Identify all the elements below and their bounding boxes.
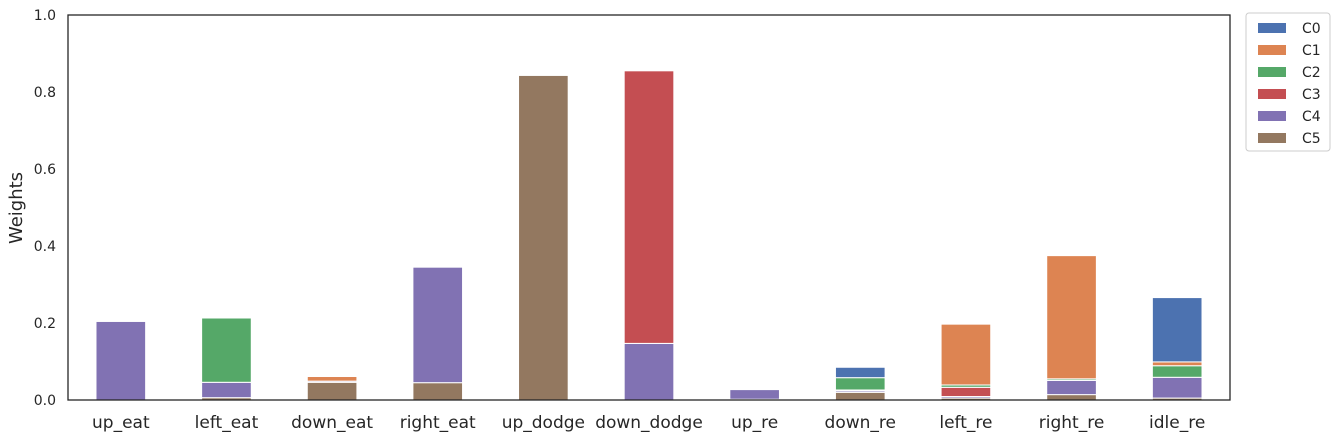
legend-swatch-c2 bbox=[1258, 67, 1286, 77]
bar-segment-c5-right-re bbox=[1046, 394, 1097, 401]
legend-swatch-c1 bbox=[1258, 45, 1286, 55]
legend-label-c5: C5 bbox=[1302, 131, 1321, 147]
x-tick-label-left-eat: left_eat bbox=[195, 413, 259, 433]
y-tick-label: 0.0 bbox=[34, 393, 56, 409]
legend-swatch-c5 bbox=[1258, 133, 1286, 143]
y-tick-label: 0.6 bbox=[34, 162, 56, 178]
bar-segment-c0-down-re bbox=[834, 366, 886, 379]
bar-segment-c2-down-re bbox=[834, 377, 886, 391]
bar-segment-c5-up-dodge bbox=[518, 74, 569, 401]
bar-segment-c3-left-re bbox=[940, 386, 992, 398]
bar-segment-c1-idle-re bbox=[1151, 361, 1203, 367]
x-tick-label-down-eat: down_eat bbox=[291, 413, 373, 433]
bar-segment-c4-up-re bbox=[729, 389, 780, 400]
bar-segment-c5-down-eat bbox=[306, 381, 358, 401]
legend-swatch-c4 bbox=[1258, 111, 1286, 121]
bar-segment-c2-idle-re bbox=[1151, 365, 1203, 378]
x-tick-label-right-re: right_re bbox=[1039, 413, 1105, 433]
x-tick-label-up-re: up_re bbox=[731, 413, 778, 433]
bar-segment-c4-idle-re bbox=[1151, 376, 1203, 399]
x-tick-label-up-eat: up_eat bbox=[92, 413, 150, 433]
y-axis-label: Weights bbox=[6, 172, 27, 244]
x-tick-label-idle-re: idle_re bbox=[1149, 413, 1205, 433]
y-tick-labels: 0.0 0.2 0.4 0.6 0.8 1.0 bbox=[34, 8, 56, 409]
bar-segment-c4-left-eat bbox=[201, 381, 252, 399]
bar-segment-c4-right-re bbox=[1046, 379, 1097, 396]
bar-segment-c2-left-eat bbox=[201, 317, 252, 383]
x-tick-label-down-re: down_re bbox=[825, 413, 896, 433]
y-tick-label: 0.8 bbox=[34, 85, 56, 101]
bars-group bbox=[95, 70, 1203, 401]
bar-segment-c5-right-eat bbox=[412, 382, 464, 401]
bar-segment-c1-right-re bbox=[1046, 255, 1097, 380]
legend: C0 C1 C2 C3 C4 C5 bbox=[1245, 12, 1331, 152]
legend-swatch-c3 bbox=[1258, 89, 1286, 99]
legend-label-c1: C1 bbox=[1302, 43, 1321, 59]
bar-segment-c4-up-eat bbox=[95, 320, 147, 401]
plot-frame bbox=[67, 14, 1231, 401]
legend-label-c2: C2 bbox=[1302, 65, 1321, 81]
bar-segment-c1-down-eat bbox=[306, 376, 358, 382]
y-tick-label: 0.2 bbox=[34, 316, 56, 332]
y-tick-label: 0.4 bbox=[34, 239, 56, 255]
bar-segment-c0-idle-re bbox=[1151, 297, 1203, 363]
x-tick-label-up-dodge: up_dodge bbox=[502, 413, 585, 433]
bar-segment-c4-right-eat bbox=[412, 266, 464, 384]
x-tick-label-right-eat: right_eat bbox=[400, 413, 476, 433]
bar-segment-c1-left-re bbox=[940, 323, 992, 386]
x-tick-label-left-re: left_re bbox=[939, 413, 992, 433]
bar-segment-c4-down-dodge bbox=[623, 342, 675, 401]
bar-segment-c3-down-dodge bbox=[623, 70, 675, 344]
x-tick-labels: up_eat left_eat down_eat right_eat up_dodge d… bbox=[92, 413, 1205, 433]
legend-label-c0: C0 bbox=[1302, 21, 1321, 37]
y-tick-label: 1.0 bbox=[34, 8, 56, 24]
legend-label-c3: C3 bbox=[1302, 87, 1321, 103]
x-tick-label-down-dodge: down_dodge bbox=[595, 413, 703, 433]
bar-segment-c5-down-re bbox=[834, 391, 886, 401]
legend-swatch-c0 bbox=[1258, 23, 1286, 33]
legend-label-c4: C4 bbox=[1302, 109, 1321, 125]
